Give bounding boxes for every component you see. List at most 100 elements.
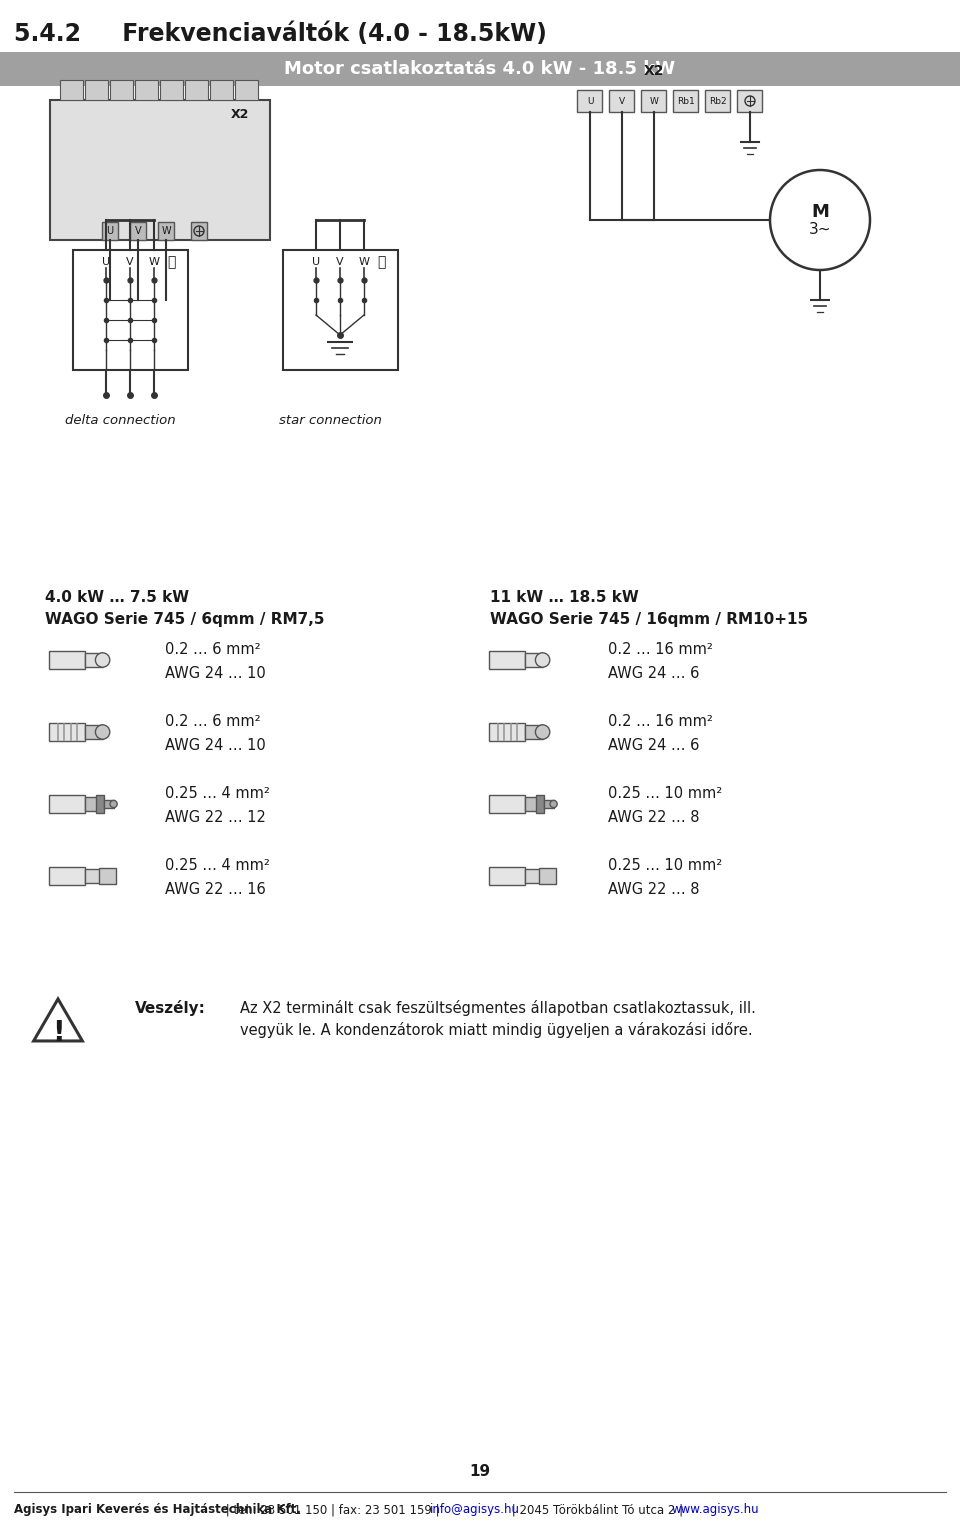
Bar [85, 869, 101, 883]
Bar [641, 90, 666, 111]
Text: Motor csatlakoztatás 4.0 kW - 18.5 kW: Motor csatlakoztatás 4.0 kW - 18.5 kW [284, 60, 676, 78]
Bar [135, 79, 158, 99]
Text: W: W [149, 257, 159, 267]
Text: !: ! [52, 1019, 64, 1048]
Text: V: V [619, 96, 625, 105]
Bar [490, 651, 525, 669]
Bar [110, 79, 133, 99]
Text: AWG 22 … 12: AWG 22 … 12 [165, 809, 266, 825]
Text: AWG 22 … 8: AWG 22 … 8 [608, 809, 700, 825]
Text: 5.4.2     Frekvenciaváltók (4.0 - 18.5kW): 5.4.2 Frekvenciaváltók (4.0 - 18.5kW) [14, 21, 547, 46]
Text: V: V [134, 226, 141, 237]
Text: Rb1: Rb1 [677, 96, 695, 105]
Text: ⏚: ⏚ [377, 255, 385, 269]
Text: U: U [107, 226, 113, 237]
Bar [540, 867, 556, 884]
Text: X2: X2 [230, 108, 250, 122]
Text: 0.2 … 16 mm²: 0.2 … 16 mm² [608, 641, 713, 657]
Text: AWG 24 … 6: AWG 24 … 6 [608, 738, 700, 753]
Text: Agisys Ipari Keverés és Hajtástechnika Kft.: Agisys Ipari Keverés és Hajtástechnika K… [14, 1504, 301, 1516]
Text: 0.25 … 4 mm²: 0.25 … 4 mm² [165, 858, 270, 872]
Bar [577, 90, 602, 111]
Bar [525, 797, 537, 811]
Bar [50, 99, 270, 240]
Text: WAGO Serie 745 / 16qmm / RM10+15: WAGO Serie 745 / 16qmm / RM10+15 [490, 612, 808, 628]
Bar [85, 654, 103, 667]
Text: 0.25 … 10 mm²: 0.25 … 10 mm² [608, 858, 722, 872]
Bar [490, 867, 525, 886]
Text: 19: 19 [469, 1464, 491, 1480]
Text: M: M [811, 203, 828, 221]
Bar [160, 79, 183, 99]
Circle shape [550, 800, 557, 808]
Bar [104, 800, 113, 808]
Bar [49, 722, 85, 741]
Text: 0.2 … 16 mm²: 0.2 … 16 mm² [608, 713, 713, 728]
Bar [85, 725, 103, 739]
Bar [673, 90, 698, 111]
Bar [282, 250, 397, 370]
Bar [49, 796, 85, 812]
Circle shape [95, 725, 109, 739]
Text: V: V [336, 257, 344, 267]
Bar [525, 869, 540, 883]
Bar [73, 250, 187, 370]
Text: delta connection: delta connection [64, 414, 176, 426]
Text: 0.25 … 10 mm²: 0.25 … 10 mm² [608, 785, 722, 800]
Circle shape [536, 725, 550, 739]
Circle shape [110, 800, 117, 808]
Bar [235, 79, 258, 99]
Text: AWG 24 … 10: AWG 24 … 10 [165, 666, 266, 681]
Bar [99, 867, 115, 884]
Text: WAGO Serie 745 / 6qmm / RM7,5: WAGO Serie 745 / 6qmm / RM7,5 [45, 612, 324, 628]
Text: Az X2 terminált csak feszültségmentes állapotban csatlakoztassuk, ill.: Az X2 terminált csak feszültségmentes ál… [240, 1000, 756, 1015]
Text: ⏚: ⏚ [167, 255, 175, 269]
Circle shape [536, 654, 550, 667]
Bar [60, 79, 83, 99]
Bar [525, 725, 542, 739]
Text: star connection: star connection [278, 414, 381, 426]
Bar [705, 90, 730, 111]
Text: W: W [358, 257, 370, 267]
Bar [490, 796, 525, 812]
Text: W: W [161, 226, 171, 237]
Bar [609, 90, 634, 111]
Text: 0.2 … 6 mm²: 0.2 … 6 mm² [165, 641, 260, 657]
Bar [96, 796, 104, 812]
Text: www.agisys.hu: www.agisys.hu [672, 1504, 759, 1516]
Text: info@agisys.hu: info@agisys.hu [430, 1504, 520, 1516]
Bar [737, 90, 762, 111]
Bar [210, 79, 233, 99]
Bar [0, 52, 960, 86]
Bar [102, 221, 118, 240]
Bar [185, 79, 208, 99]
Bar [525, 654, 542, 667]
Text: Rb2: Rb2 [709, 96, 727, 105]
Bar [158, 221, 174, 240]
Bar [49, 867, 85, 886]
Text: X2: X2 [644, 64, 664, 78]
Text: | tel.: 23 501 150 | fax: 23 501 159 |: | tel.: 23 501 150 | fax: 23 501 159 | [222, 1504, 444, 1516]
Text: 0.25 … 4 mm²: 0.25 … 4 mm² [165, 785, 270, 800]
Text: U: U [102, 257, 110, 267]
Bar [536, 796, 543, 812]
Text: 4.0 kW … 7.5 kW: 4.0 kW … 7.5 kW [45, 589, 189, 605]
Bar [543, 800, 554, 808]
Text: U: U [587, 96, 593, 105]
Text: AWG 24 … 6: AWG 24 … 6 [608, 666, 700, 681]
Bar [130, 221, 146, 240]
Text: 3~: 3~ [808, 223, 831, 238]
Text: V: V [126, 257, 133, 267]
Text: Veszély:: Veszély: [135, 1000, 205, 1015]
Text: AWG 22 … 8: AWG 22 … 8 [608, 881, 700, 896]
Text: | 2045 Törökbálint Tó utca 2 |: | 2045 Törökbálint Tó utca 2 | [508, 1504, 686, 1516]
Bar [191, 221, 207, 240]
Text: 0.2 … 6 mm²: 0.2 … 6 mm² [165, 713, 260, 728]
Text: W: W [650, 96, 659, 105]
Bar [490, 722, 525, 741]
Bar [85, 797, 97, 811]
Bar [85, 79, 108, 99]
Text: vegyük le. A kondenzátorok miatt mindig ügyeljen a várakozási időre.: vegyük le. A kondenzátorok miatt mindig … [240, 1022, 753, 1038]
Text: AWG 22 … 16: AWG 22 … 16 [165, 881, 266, 896]
Text: AWG 24 … 10: AWG 24 … 10 [165, 738, 266, 753]
